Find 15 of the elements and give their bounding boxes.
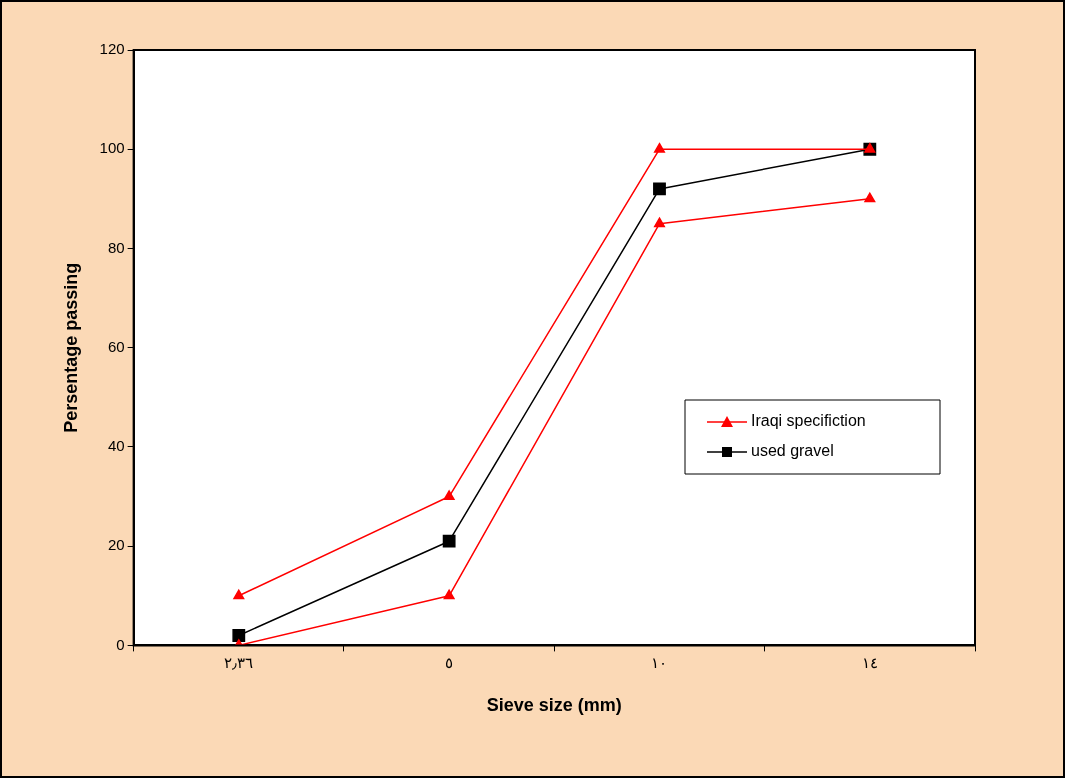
y-tick-label: 0 — [116, 635, 125, 653]
x-tick-label: ١٠ — [651, 653, 668, 671]
x-axis-title: Sieve size (mm) — [486, 695, 622, 716]
y-tick-label: 20 — [107, 536, 125, 554]
y-tick-label: 40 — [107, 437, 125, 455]
y-tick-label: 80 — [107, 238, 125, 256]
legend-label: Iraqi specifiction — [751, 412, 866, 430]
x-tick-label: ١٤ — [861, 653, 878, 671]
y-tick-label: 120 — [99, 40, 125, 58]
x-tick-label: ٥ — [445, 653, 454, 671]
y-tick-label: 100 — [99, 139, 125, 157]
x-tick-label: ٢٫٣٦ — [224, 653, 254, 671]
legend-label: used gravel — [751, 442, 834, 460]
y-axis-title: Persentage passing — [60, 262, 81, 433]
y-tick-label: 60 — [107, 337, 125, 355]
